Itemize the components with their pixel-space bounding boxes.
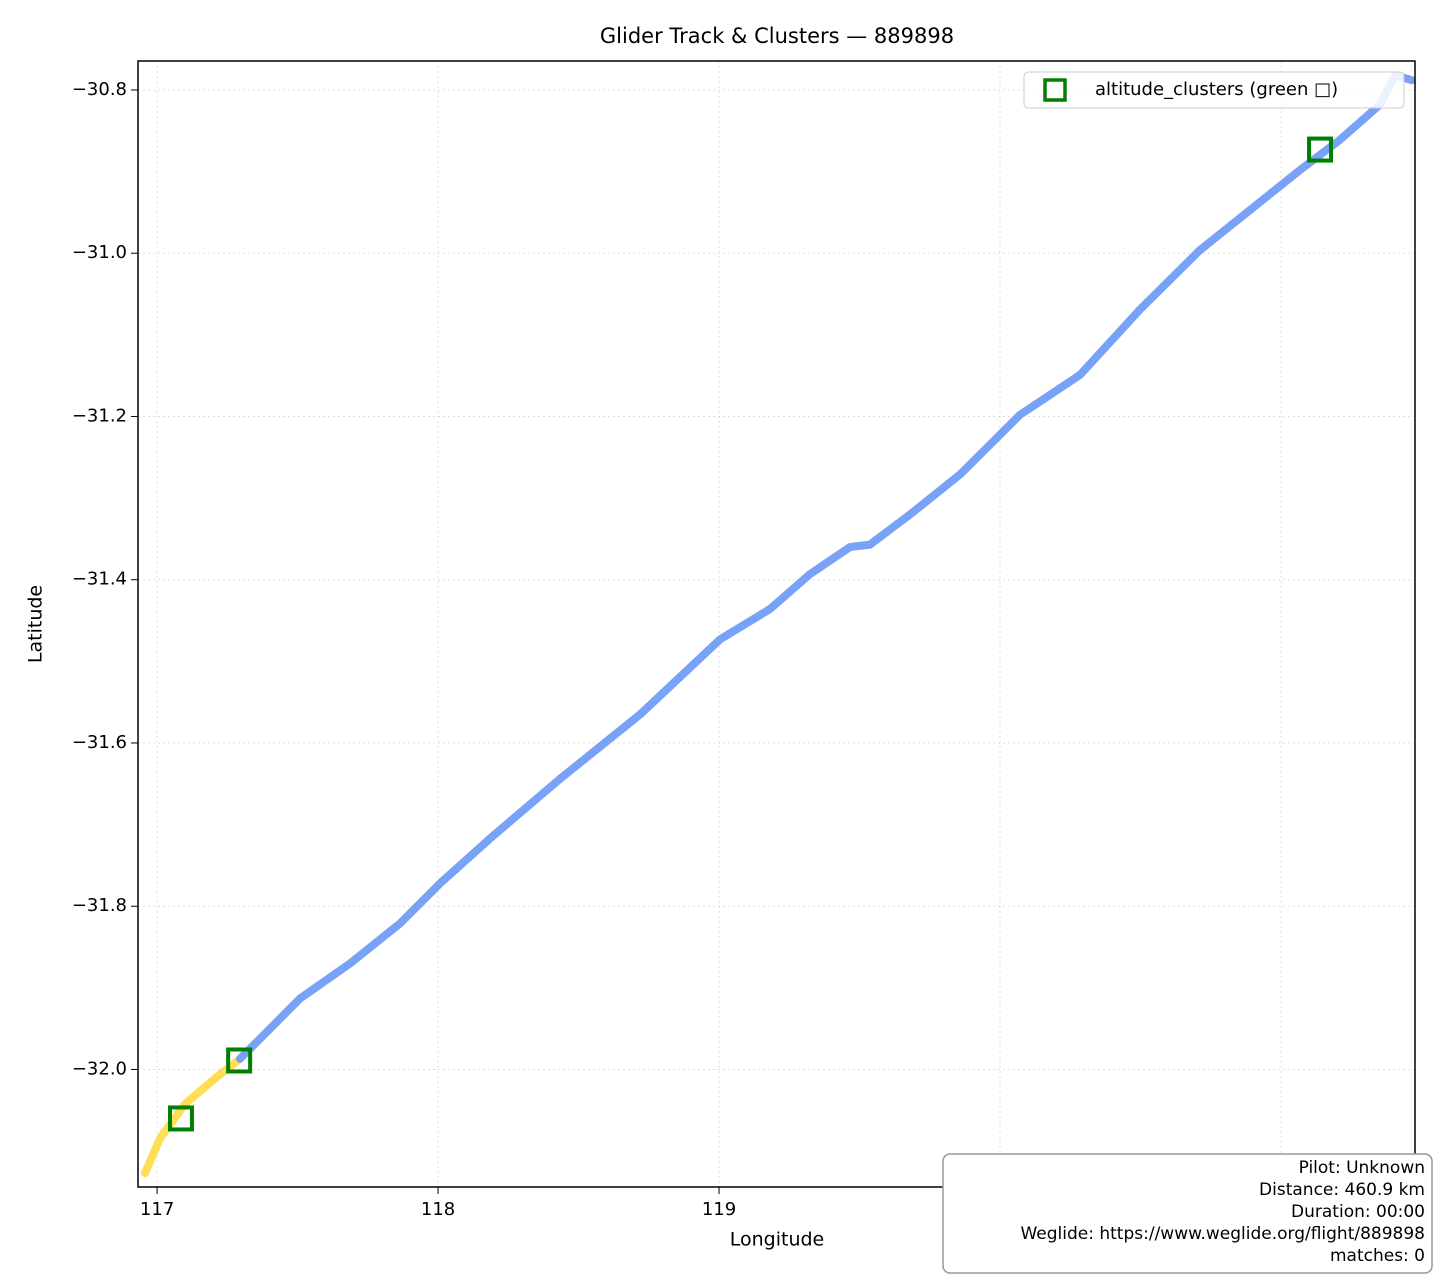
info-text: matches: 0 <box>1330 1246 1425 1266</box>
cluster-marker <box>226 1047 253 1074</box>
y-tick-label: −30.8 <box>72 79 127 100</box>
legend-label: altitude_clusters (green □) <box>1095 79 1338 100</box>
track <box>141 1054 244 1178</box>
legend-marker <box>1043 78 1067 102</box>
y-tick-label: −31.6 <box>72 732 127 753</box>
info-text: Weglide: https://www.weglide.org/flight/… <box>1020 1224 1425 1244</box>
x-axis-label: Longitude <box>730 1229 825 1251</box>
info-box-frame <box>942 1153 1433 1274</box>
y-tick-label: −32.0 <box>72 1058 127 1079</box>
chart-title: Glider Track & Clusters — 889898 <box>600 24 954 48</box>
y-axis-label: Latitude <box>25 585 47 663</box>
info-text: Distance: 460.9 km <box>1259 1180 1425 1200</box>
y-tick-label: −31.4 <box>72 569 127 590</box>
cluster-marker <box>1307 136 1334 163</box>
legend-box <box>1023 71 1405 109</box>
legend: altitude_clusters (green □) <box>1023 71 1405 109</box>
cluster-marker <box>167 1105 194 1132</box>
x-tick-label: 117 <box>140 1199 174 1220</box>
y-tick-label: −31.2 <box>72 405 127 426</box>
x-tick-label: 118 <box>421 1199 455 1220</box>
axes-frame <box>137 60 1416 1188</box>
y-tick-label: −31.0 <box>72 242 127 263</box>
y-tick-label: −31.8 <box>72 895 127 916</box>
info-text: Duration: 00:00 <box>1291 1202 1425 1222</box>
track <box>235 71 1415 1063</box>
info-text: Pilot: Unknown <box>1299 1158 1425 1178</box>
plot-area <box>141 71 1415 1178</box>
x-tick-label: 119 <box>702 1199 736 1220</box>
